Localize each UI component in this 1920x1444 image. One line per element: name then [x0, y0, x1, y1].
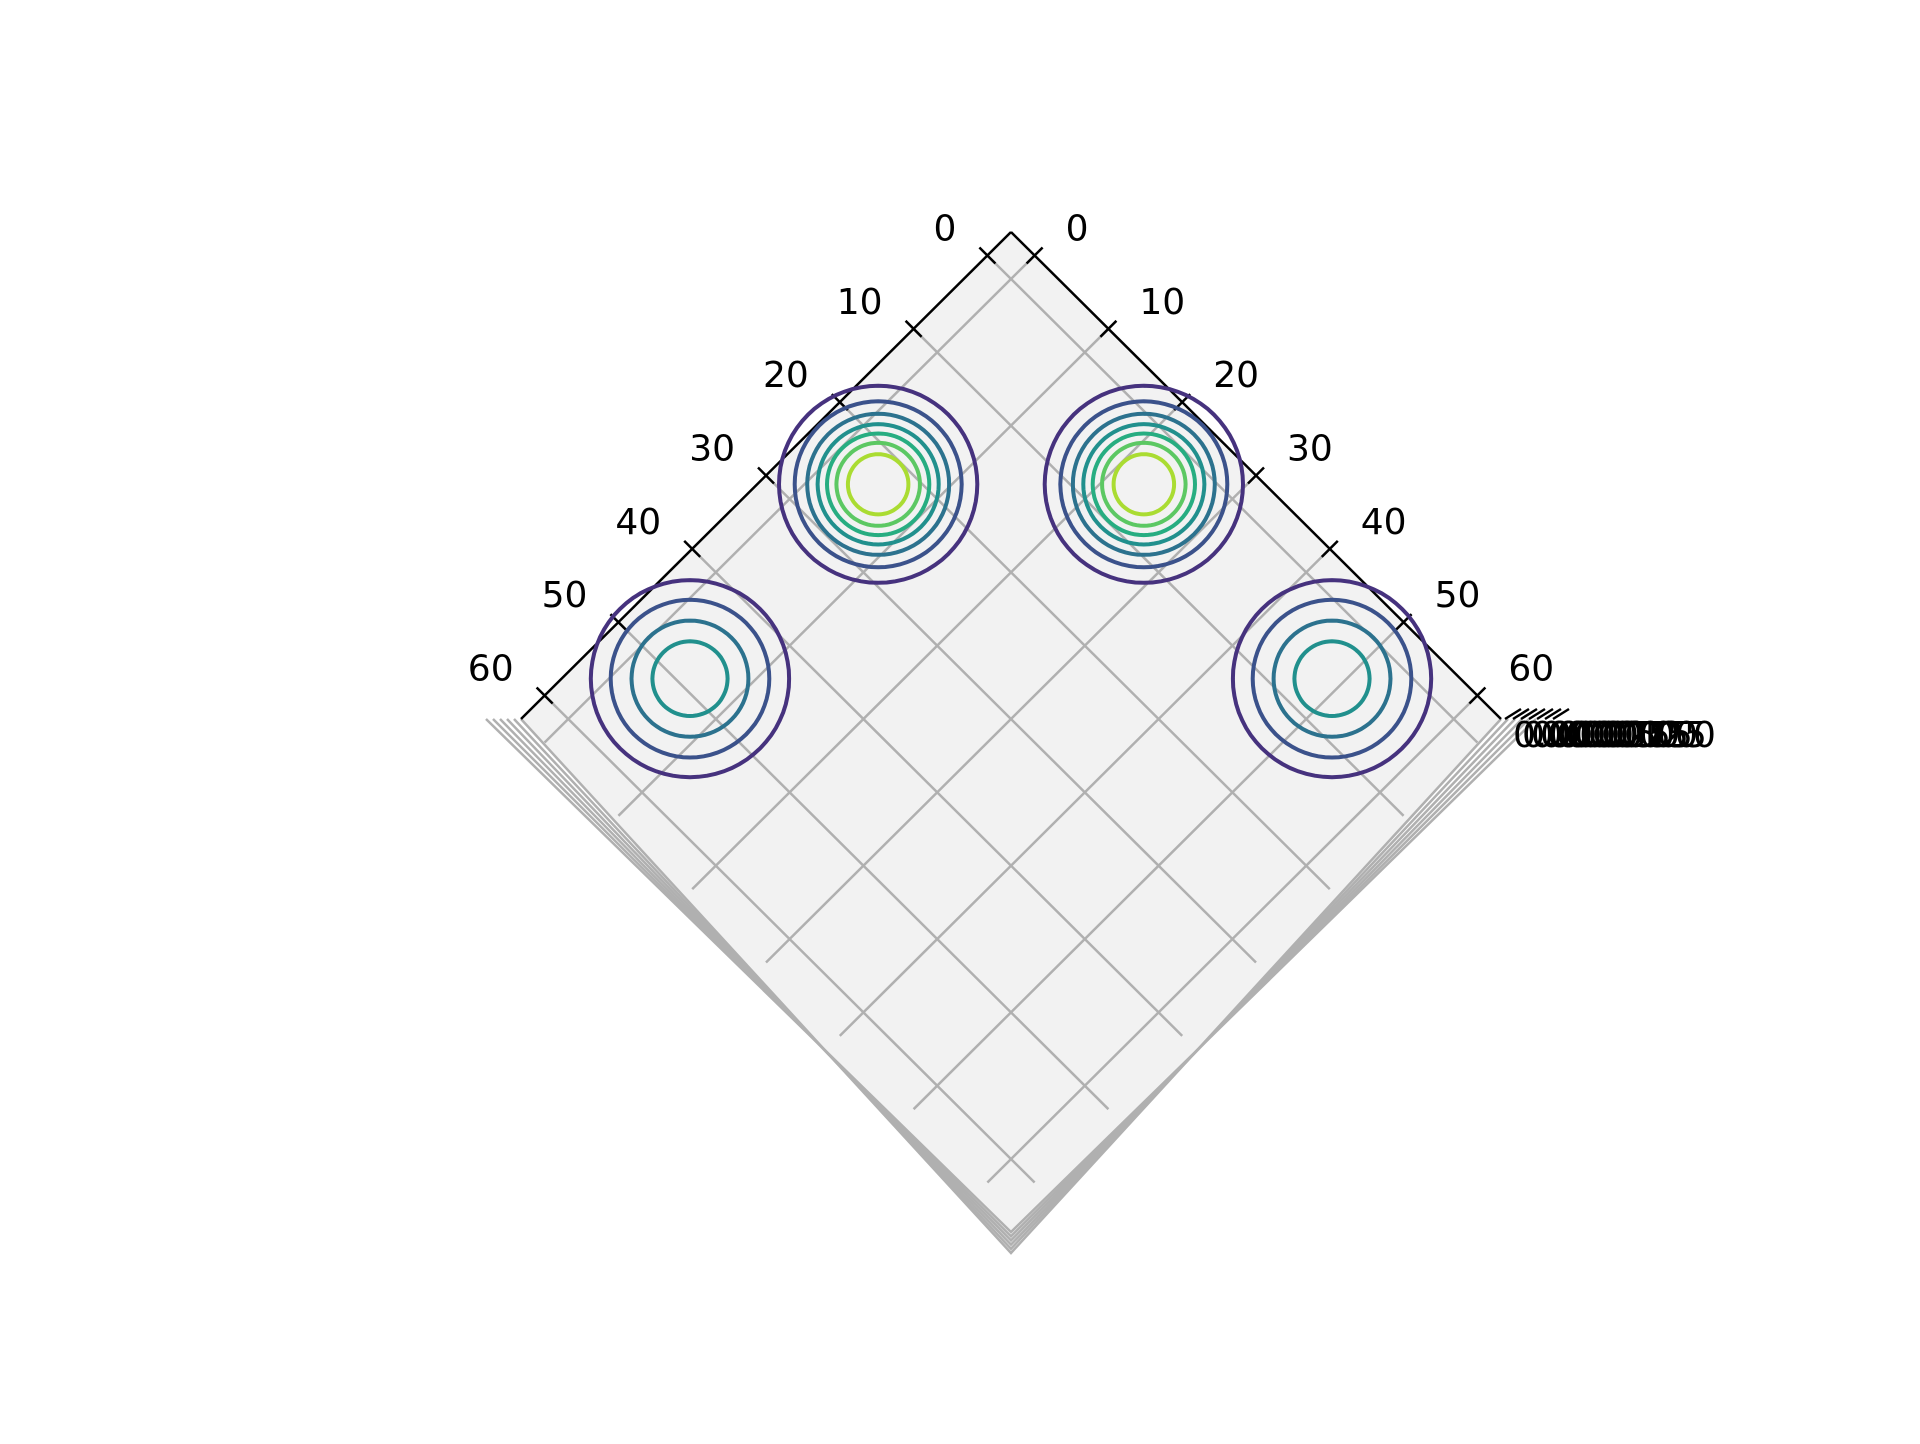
x-tick-label: 10 [837, 282, 883, 323]
z-edge [506, 718, 1516, 1247]
contour-line [824, 431, 932, 538]
z-tick-label: 0.00050 [1531, 715, 1680, 756]
contour-line [792, 399, 964, 570]
contour-line [1070, 411, 1217, 557]
x-tick-label: 0 [933, 208, 956, 249]
grid-line [765, 474, 1257, 964]
contour-line [1058, 399, 1230, 570]
y-tick-label: 40 [1361, 502, 1407, 543]
z-tick-label: 0.00000 [1513, 715, 1662, 756]
x-tick-label: 50 [542, 575, 588, 616]
grid-line [543, 254, 1036, 744]
y-tick [1320, 539, 1339, 558]
grid-line [912, 621, 1405, 1111]
z-tick-label: 0.00150 [1567, 715, 1716, 756]
contour-line [805, 411, 952, 557]
y-tick-label: 50 [1435, 575, 1481, 616]
z-edge [499, 718, 1523, 1243]
z-edge [513, 718, 1509, 1251]
x-tick [757, 466, 775, 485]
contour-line [629, 618, 751, 739]
contour-line [1292, 639, 1372, 719]
z-pane-edges [485, 718, 1537, 1255]
y-tick-label: 20 [1213, 355, 1259, 396]
pane [521, 232, 1501, 1253]
x-tick [904, 319, 923, 338]
z-edge [520, 718, 1502, 1255]
contour-line [1042, 383, 1246, 585]
z-tick-label: 0.00125 [1558, 715, 1707, 756]
contour-line [1271, 618, 1393, 739]
grid-line [986, 694, 1479, 1184]
y-tick-label: 60 [1508, 649, 1554, 690]
grid-line [838, 547, 1331, 1037]
x-tick [683, 539, 702, 558]
z-tick [1504, 707, 1522, 721]
contour-line [845, 452, 911, 517]
z-tick [1520, 707, 1538, 721]
y-tick-label: 10 [1139, 282, 1185, 323]
contour-line [588, 578, 792, 780]
x-tick [535, 686, 554, 705]
contour-line [834, 440, 922, 528]
y-tick-label: 0 [1066, 208, 1089, 249]
contour-line [1250, 597, 1414, 760]
contour-line [1230, 578, 1434, 780]
y-tick [1025, 246, 1044, 265]
z-tick-label: 0.00025 [1522, 715, 1671, 756]
y-tick [1468, 686, 1487, 705]
z-tick [1528, 707, 1546, 721]
y-tick [1099, 319, 1118, 338]
contour-line [1090, 431, 1198, 538]
contour-line [776, 383, 980, 585]
z-tick-label: 0.00075 [1540, 715, 1689, 756]
contour-line [650, 639, 730, 719]
z-edge [485, 718, 1537, 1234]
contour-line [1081, 422, 1207, 547]
z-tick [1544, 707, 1562, 721]
contour-line [608, 597, 772, 760]
x-tick-label: 30 [689, 429, 735, 470]
y-tick-label: 30 [1287, 429, 1333, 470]
z-tick-label: 0.00100 [1549, 715, 1698, 756]
z-tick [1512, 707, 1530, 721]
contour-line [815, 422, 941, 547]
x-tick-label: 20 [763, 355, 809, 396]
z-tick [1552, 707, 1570, 721]
x-tick-label: 60 [468, 649, 514, 690]
z-edge [492, 718, 1530, 1238]
contour-line [1100, 440, 1188, 528]
contour-line [1111, 452, 1177, 517]
x-tick-label: 40 [615, 502, 661, 543]
y-tick [1247, 466, 1265, 485]
z-tick [1536, 707, 1554, 721]
x-tick [978, 246, 997, 265]
